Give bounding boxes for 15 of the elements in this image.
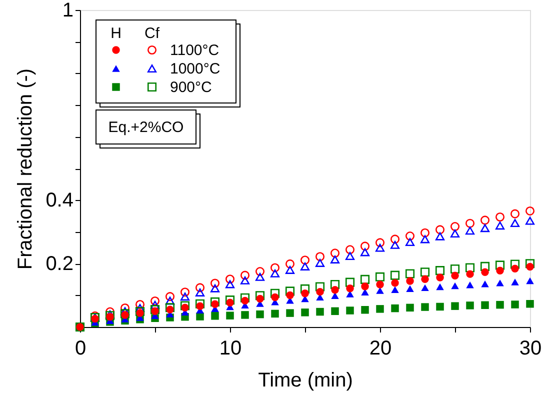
x-tick-label: 20 bbox=[369, 338, 392, 360]
annotation: Cf bbox=[144, 25, 160, 42]
annotation: Eq.+2%CO bbox=[108, 119, 184, 136]
y-tick-label: 0.2 bbox=[46, 253, 74, 276]
x-tick-label: 30 bbox=[519, 338, 542, 360]
legend-label: 1000°C bbox=[170, 60, 220, 78]
legend-label: 1100°C bbox=[170, 42, 220, 59]
x-axis-title: Time (min) bbox=[258, 370, 353, 392]
y-tick-label: 0.4 bbox=[46, 190, 74, 212]
y-tick-label: 1 bbox=[62, 0, 74, 22]
y-axis-title: Fractional reduction (-) bbox=[14, 68, 37, 270]
x-tick-label: 0 bbox=[74, 338, 86, 360]
legend-label: 900°C bbox=[170, 79, 212, 96]
annotation: H bbox=[110, 25, 122, 42]
x-tick-label: 10 bbox=[219, 338, 242, 360]
